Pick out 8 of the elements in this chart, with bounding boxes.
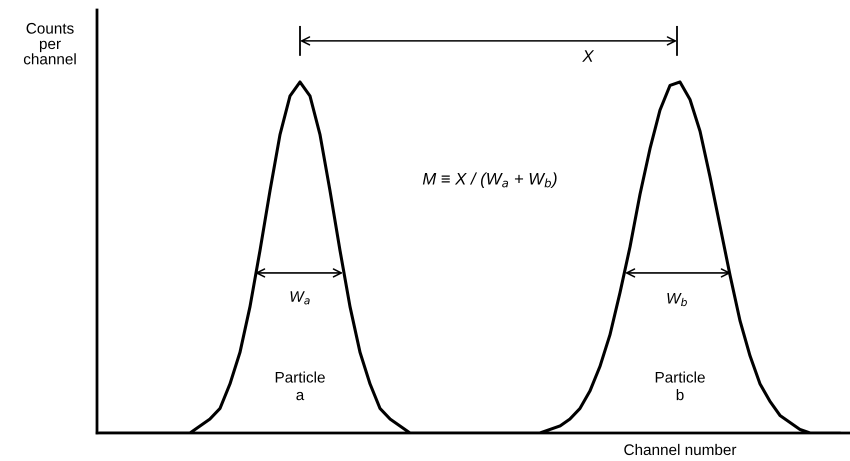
annotation: W$_{b}$ bbox=[667, 293, 687, 306]
x-axis-title: Channel number bbox=[624, 444, 736, 456]
y-axis-title: Counts per channel bbox=[24, 22, 76, 64]
annotation: Particle b bbox=[656, 371, 705, 400]
annotation: M ≡ X / (W$_{a}$ + W$_{b}$) bbox=[422, 172, 557, 188]
text: X bbox=[582, 50, 594, 62]
annotation: Particle a bbox=[276, 371, 325, 400]
annotation: W$_{a}$ bbox=[290, 291, 310, 304]
